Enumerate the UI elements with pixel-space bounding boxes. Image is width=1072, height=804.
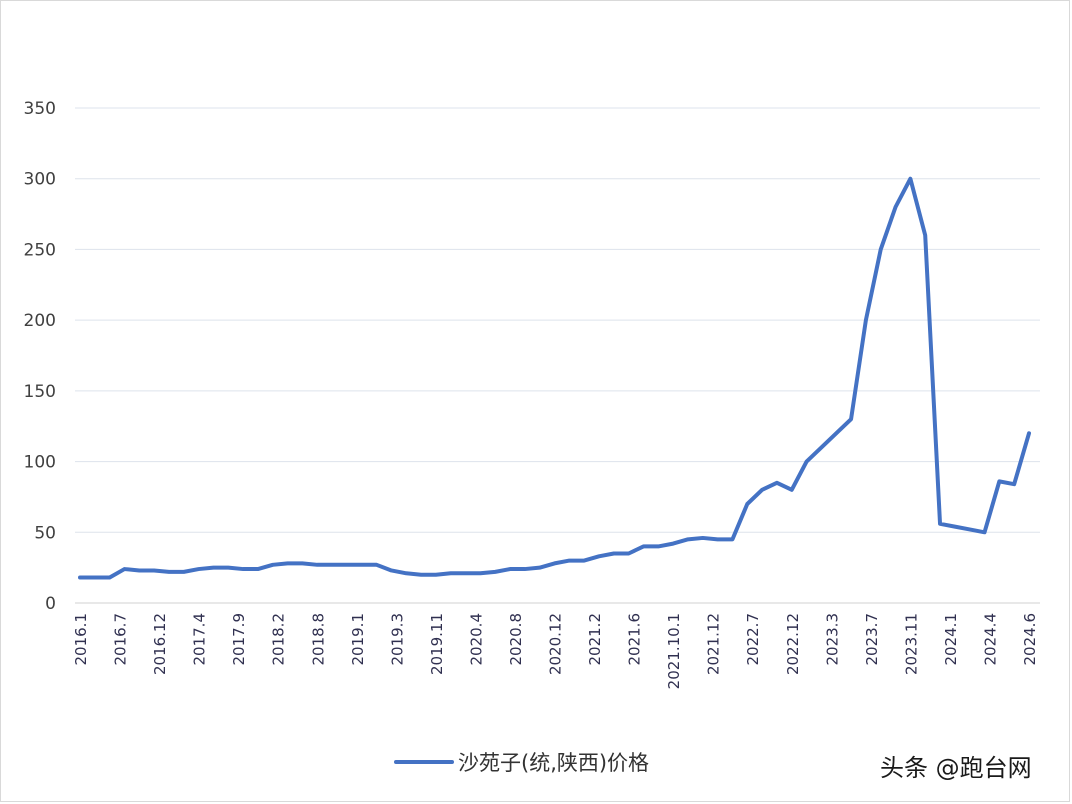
x-tick-label: 2016.7: [112, 613, 130, 666]
y-axis-ticks: 0 50 100 150 200 250 300 350: [24, 99, 56, 614]
y-tick-label: 100: [24, 453, 56, 473]
x-tick-label: 2020.12: [547, 613, 565, 675]
x-tick-label: 2021.12: [705, 613, 723, 675]
x-tick-label: 2023.3: [823, 613, 841, 666]
y-tick-label: 300: [24, 170, 56, 190]
x-tick-label: 2021.2: [586, 613, 604, 666]
y-tick-label: 250: [24, 240, 56, 260]
y-tick-label: 150: [24, 382, 56, 402]
x-tick-label: 2017.9: [230, 613, 248, 666]
x-tick-label: 2022.12: [784, 613, 802, 675]
y-tick-label: 350: [24, 99, 56, 119]
x-tick-label: 2023.11: [902, 613, 920, 675]
x-tick-label: 2024.6: [1021, 613, 1039, 666]
y-tick-label: 50: [34, 523, 56, 543]
x-tick-label: 2019.3: [388, 613, 406, 666]
grid-lines: [75, 107, 1040, 604]
x-tick-label: 2023.7: [863, 613, 881, 666]
y-tick-label: 200: [24, 311, 56, 331]
legend-label: 沙苑子(统,陕西)价格: [458, 751, 649, 775]
x-tick-label: 2019.1: [349, 613, 367, 666]
watermark: 头条 @跑台网: [880, 754, 1032, 782]
x-tick-label: 2016.12: [151, 613, 169, 675]
x-axis-ticks: 2016.1 2016.7 2016.12 2017.4 2017.9 2018.2 201…: [72, 613, 1039, 689]
series-line: [78, 176, 1031, 580]
legend: 沙苑子(统,陕西)价格: [394, 751, 649, 775]
x-tick-label: 2021.10.1: [665, 613, 683, 689]
x-tick-label: 2018.2: [270, 613, 288, 666]
x-tick-label: 2017.4: [191, 613, 209, 666]
y-tick-label: 0: [45, 594, 56, 614]
x-tick-label: 2024.4: [981, 613, 999, 666]
x-tick-label: 2021.6: [626, 613, 644, 666]
x-tick-label: 2018.8: [309, 613, 327, 666]
x-tick-label: 2019.11: [428, 613, 446, 675]
series-lines: [78, 176, 1031, 580]
x-tick-label: 2020.8: [507, 613, 525, 666]
x-tick-label: 2020.4: [467, 613, 485, 666]
x-tick-label: 2022.7: [744, 613, 762, 666]
x-tick-label: 2016.1: [72, 613, 90, 666]
x-tick-label: 2024.1: [942, 613, 960, 666]
